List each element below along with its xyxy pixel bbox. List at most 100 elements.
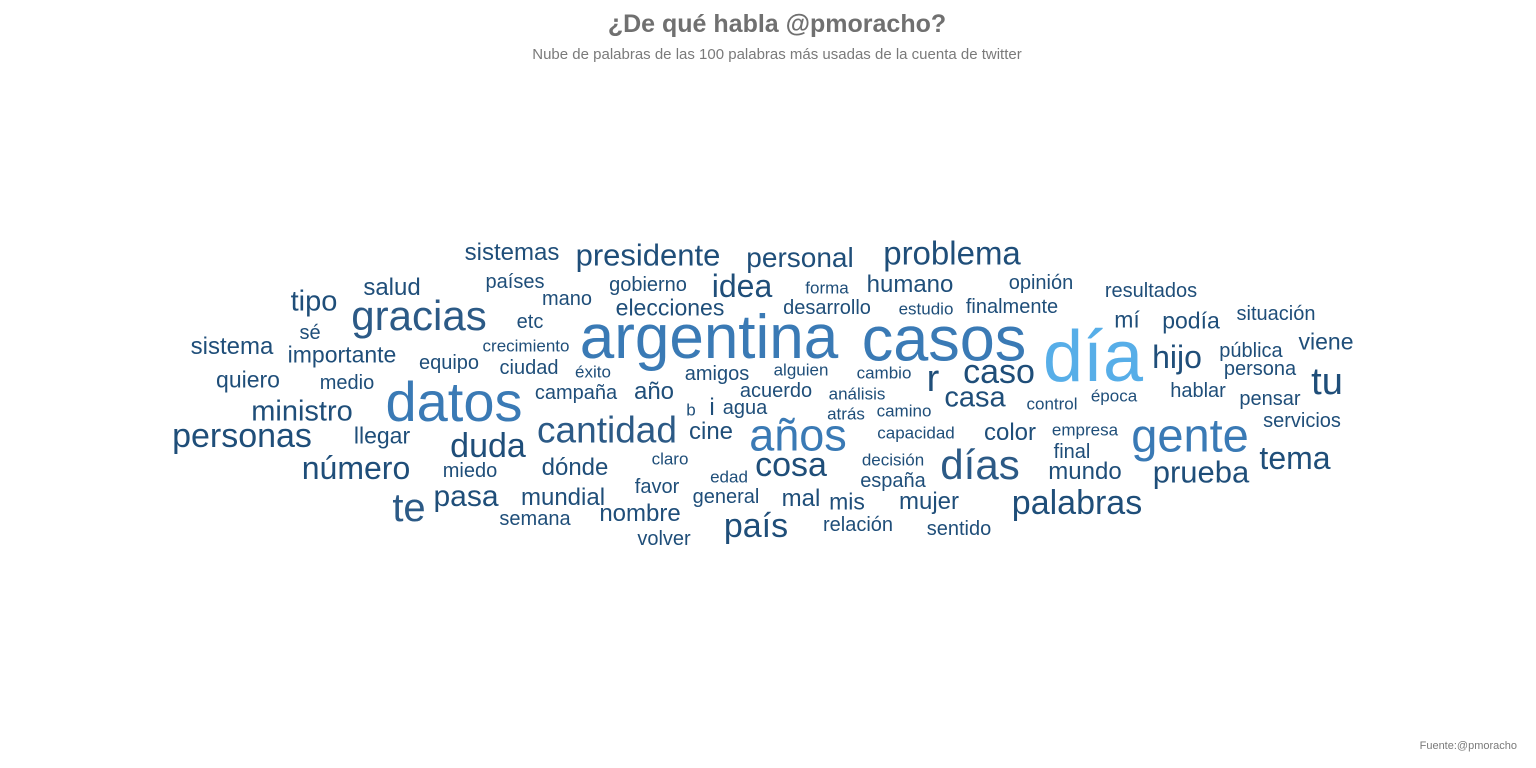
word-96: época bbox=[1090, 386, 1138, 406]
word-79: etc bbox=[516, 311, 544, 333]
word-29: personal bbox=[746, 242, 854, 273]
word-25: pasa bbox=[433, 480, 499, 513]
word-95: empresa bbox=[1051, 420, 1119, 440]
word-24: prueba bbox=[1152, 454, 1250, 490]
word-35: salud bbox=[363, 274, 421, 301]
word-41: sistemas bbox=[464, 239, 560, 266]
chart-subtitle: Nube de palabras de las 100 palabras más… bbox=[532, 46, 1022, 63]
word-37: mujer bbox=[898, 488, 960, 515]
word-58: amigos bbox=[684, 363, 750, 385]
word-43: i bbox=[709, 394, 715, 421]
word-56: campaña bbox=[534, 382, 618, 404]
word-11: cosa bbox=[755, 446, 827, 484]
word-2: argentina bbox=[579, 303, 839, 372]
word-76: medio bbox=[319, 372, 375, 394]
word-57: ciudad bbox=[499, 357, 559, 379]
word-7: días bbox=[940, 441, 1020, 488]
word-98: crecimiento bbox=[482, 336, 570, 356]
word-82: sé bbox=[299, 322, 321, 344]
word-4: gente bbox=[1131, 408, 1249, 462]
word-55: volver bbox=[637, 528, 691, 550]
word-71: opinión bbox=[1008, 272, 1074, 294]
word-39: cine bbox=[688, 418, 734, 445]
word-52: desarrollo bbox=[783, 297, 871, 319]
word-14: tu bbox=[1311, 361, 1343, 403]
word-32: humano bbox=[866, 271, 954, 298]
word-94: control bbox=[1026, 394, 1078, 414]
word-62: gobierno bbox=[609, 274, 687, 296]
word-48: podía bbox=[1162, 307, 1220, 334]
word-53: finalmente bbox=[965, 296, 1059, 318]
word-36: color bbox=[983, 419, 1037, 446]
word-97: éxito bbox=[575, 362, 611, 382]
word-44: elecciones bbox=[615, 294, 725, 321]
word-5: años bbox=[749, 409, 847, 461]
word-38: mundo bbox=[1048, 458, 1122, 485]
word-45: importante bbox=[287, 341, 397, 368]
word-75: equipo bbox=[418, 352, 480, 374]
word-15: duda bbox=[450, 427, 526, 465]
word-87: atrás bbox=[827, 404, 865, 424]
word-60: general bbox=[692, 486, 760, 508]
word-42: mal bbox=[781, 485, 821, 512]
word-6: gracias bbox=[351, 292, 487, 339]
word-17: problema bbox=[883, 234, 1021, 272]
word-23: hijo bbox=[1152, 339, 1202, 375]
word-91: edad bbox=[710, 467, 748, 487]
word-54: semana bbox=[499, 508, 571, 530]
word-66: pensar bbox=[1239, 388, 1301, 410]
word-93: estudio bbox=[898, 299, 954, 319]
word-80: final bbox=[1053, 441, 1091, 463]
source-note: Fuente:@pmoracho bbox=[1419, 740, 1517, 752]
word-10: personas bbox=[172, 417, 312, 455]
chart-title: ¿De qué habla @pmoracho? bbox=[607, 10, 947, 38]
word-63: países bbox=[485, 271, 545, 293]
word-85: análisis bbox=[828, 384, 886, 404]
word-69: sentido bbox=[926, 518, 992, 540]
word-86: camino bbox=[876, 401, 932, 421]
word-21: tema bbox=[1259, 440, 1331, 476]
word-13: palabras bbox=[1011, 484, 1143, 522]
word-72: persona bbox=[1223, 358, 1297, 380]
word-73: pública bbox=[1219, 340, 1283, 362]
word-65: situación bbox=[1236, 303, 1316, 325]
word-40: sistema bbox=[190, 333, 274, 360]
word-16: caso bbox=[963, 353, 1035, 391]
word-47: quiero bbox=[216, 366, 280, 393]
word-90: claro bbox=[651, 449, 689, 469]
word-46: llegar bbox=[353, 422, 411, 449]
word-67: hablar bbox=[1170, 380, 1226, 402]
word-33: mundial bbox=[520, 484, 606, 511]
word-28: tipo bbox=[290, 285, 338, 318]
word-19: número bbox=[301, 450, 411, 486]
word-12: país bbox=[723, 507, 789, 545]
word-27: ministro bbox=[251, 395, 353, 428]
word-8: te bbox=[392, 486, 426, 530]
word-49: viene bbox=[1298, 328, 1354, 355]
word-89: decisión bbox=[861, 450, 925, 470]
word-92: forma bbox=[805, 278, 849, 298]
word-0: día bbox=[1042, 317, 1144, 397]
word-83: alguien bbox=[773, 360, 829, 380]
word-68: relación bbox=[822, 514, 894, 536]
word-81: agua bbox=[722, 397, 768, 419]
word-88: capacidad bbox=[877, 423, 955, 443]
word-74: servicios bbox=[1263, 410, 1341, 432]
word-77: miedo bbox=[442, 460, 498, 482]
word-84: cambio bbox=[856, 363, 912, 383]
word-50: mí bbox=[1114, 306, 1140, 333]
word-61: favor bbox=[634, 476, 680, 498]
word-99: b bbox=[686, 400, 696, 420]
word-31: año bbox=[633, 378, 675, 405]
word-20: idea bbox=[711, 268, 773, 304]
word-3: datos bbox=[385, 370, 523, 433]
word-51: mis bbox=[829, 488, 865, 515]
word-78: mano bbox=[541, 288, 593, 310]
word-1: casos bbox=[861, 304, 1027, 375]
word-30: dónde bbox=[541, 454, 609, 481]
word-34: nombre bbox=[599, 500, 681, 527]
word-26: casa bbox=[944, 381, 1006, 414]
word-59: acuerdo bbox=[739, 380, 813, 402]
word-70: españa bbox=[860, 470, 926, 492]
